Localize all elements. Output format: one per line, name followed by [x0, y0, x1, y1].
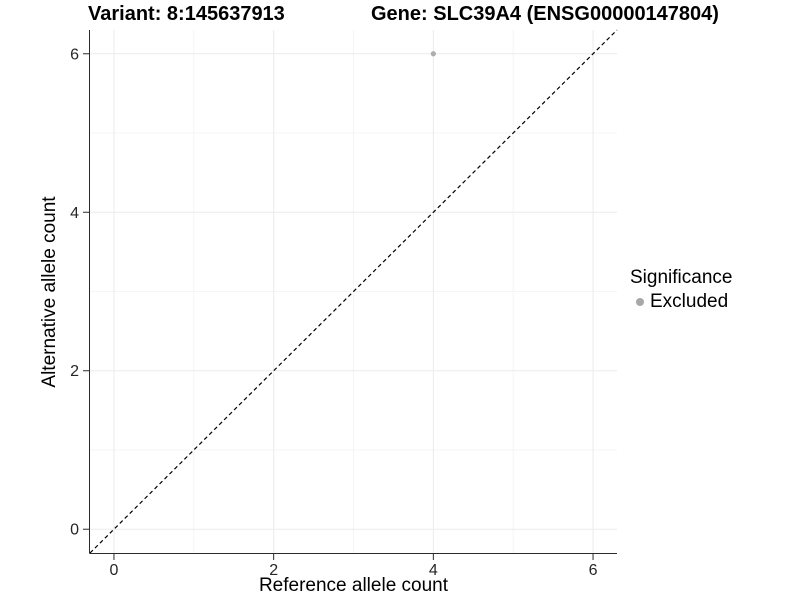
x-tick-label: 0 — [110, 562, 119, 579]
y-tick-label: 6 — [70, 46, 79, 63]
excluded-point-icon — [630, 292, 650, 312]
x-tick-label: 4 — [429, 562, 438, 579]
y-tick-label: 2 — [70, 363, 79, 380]
x-axis-label: Reference allele count — [258, 575, 449, 596]
plot-title-variant: Variant: 8:145637913 — [88, 3, 285, 25]
x-tick-label: 2 — [269, 562, 278, 579]
plot-title-gene: Gene: SLC39A4 (ENSG00000147804) — [371, 3, 719, 25]
identity-line — [89, 29, 618, 554]
y-axis-label: Alternative allele count — [39, 196, 60, 388]
x-tick-label: 6 — [589, 562, 598, 579]
data-point — [430, 51, 436, 57]
legend-entry-excluded: Excluded — [630, 290, 732, 314]
excluded-dot-icon — [636, 298, 644, 306]
legend: Significance Excluded — [630, 266, 732, 314]
y-tick-label: 0 — [70, 522, 79, 539]
legend-entry-label: Excluded — [650, 291, 729, 312]
y-tick-label: 4 — [70, 205, 79, 222]
legend-title: Significance — [630, 267, 733, 288]
